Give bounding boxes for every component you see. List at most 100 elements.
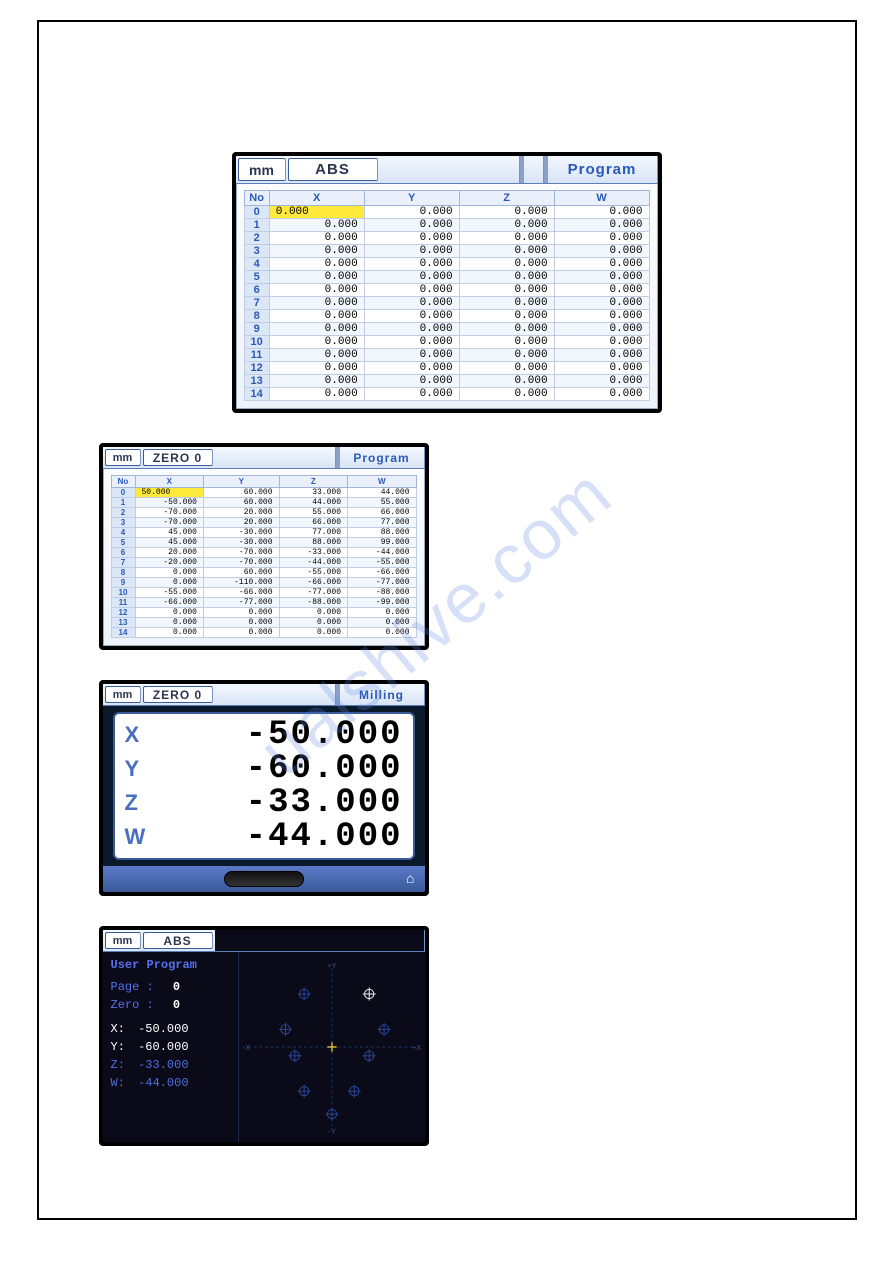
table-row[interactable]: 10-55.000-66.000-77.000-88.000 bbox=[111, 588, 416, 598]
value-cell[interactable]: -88.000 bbox=[348, 588, 417, 598]
table-row[interactable]: 2-70.00020.00055.00066.000 bbox=[111, 508, 416, 518]
value-cell[interactable]: 0.000 bbox=[269, 297, 364, 310]
value-cell[interactable]: -50.000 bbox=[135, 498, 203, 508]
value-cell[interactable]: 55.000 bbox=[279, 508, 347, 518]
value-cell[interactable]: 0.000 bbox=[269, 206, 364, 219]
value-cell[interactable]: -66.000 bbox=[279, 578, 347, 588]
value-cell[interactable]: -33.000 bbox=[279, 548, 347, 558]
value-cell[interactable]: 0.000 bbox=[459, 323, 554, 336]
value-cell[interactable]: 0.000 bbox=[269, 245, 364, 258]
value-cell[interactable]: 0.000 bbox=[364, 258, 459, 271]
table-row[interactable]: 00.0000.0000.0000.000 bbox=[244, 206, 649, 219]
value-cell[interactable]: 60.000 bbox=[203, 488, 279, 498]
row-number-cell[interactable]: 5 bbox=[244, 271, 269, 284]
table-row[interactable]: 140.0000.0000.0000.000 bbox=[111, 628, 416, 638]
value-cell[interactable]: 0.000 bbox=[554, 297, 649, 310]
table-row[interactable]: 620.000-70.000-33.000-44.000 bbox=[111, 548, 416, 558]
unit-indicator[interactable]: mm bbox=[105, 449, 141, 466]
row-number-cell[interactable]: 0 bbox=[244, 206, 269, 219]
value-cell[interactable]: 0.000 bbox=[364, 245, 459, 258]
table-row[interactable]: 120.0000.0000.0000.000 bbox=[111, 608, 416, 618]
program-table[interactable]: NoXYZW00.0000.0000.0000.00010.0000.0000.… bbox=[244, 190, 650, 401]
row-number-cell[interactable]: 6 bbox=[111, 548, 135, 558]
table-row[interactable]: 40.0000.0000.0000.000 bbox=[244, 258, 649, 271]
row-number-cell[interactable]: 14 bbox=[111, 628, 135, 638]
value-cell[interactable]: 0.000 bbox=[348, 618, 417, 628]
value-cell[interactable]: 0.000 bbox=[269, 349, 364, 362]
mode-indicator[interactable]: ABS bbox=[288, 158, 378, 181]
value-cell[interactable]: 0.000 bbox=[269, 375, 364, 388]
value-cell[interactable]: 55.000 bbox=[348, 498, 417, 508]
row-number-cell[interactable]: 5 bbox=[111, 538, 135, 548]
table-row[interactable]: 445.000-30.00077.00088.000 bbox=[111, 528, 416, 538]
value-cell[interactable]: 0.000 bbox=[279, 618, 347, 628]
row-number-cell[interactable]: 6 bbox=[244, 284, 269, 297]
value-cell[interactable]: 44.000 bbox=[348, 488, 417, 498]
row-number-cell[interactable]: 10 bbox=[244, 336, 269, 349]
value-cell[interactable]: -70.000 bbox=[135, 508, 203, 518]
graphic-plot[interactable]: +Y-Y-X+X bbox=[238, 952, 425, 1142]
row-number-cell[interactable]: 12 bbox=[244, 362, 269, 375]
home-icon[interactable]: ⌂ bbox=[406, 870, 414, 886]
table-row[interactable]: 90.000-110.000-66.000-77.000 bbox=[111, 578, 416, 588]
value-cell[interactable]: 0.000 bbox=[269, 310, 364, 323]
row-number-cell[interactable]: 12 bbox=[111, 608, 135, 618]
value-cell[interactable]: 66.000 bbox=[279, 518, 347, 528]
value-cell[interactable]: 0.000 bbox=[364, 336, 459, 349]
value-cell[interactable]: 0.000 bbox=[554, 323, 649, 336]
value-cell[interactable]: 0.000 bbox=[364, 232, 459, 245]
value-cell[interactable]: 50.000 bbox=[135, 488, 203, 498]
unit-indicator[interactable]: mm bbox=[238, 158, 286, 181]
value-cell[interactable]: -30.000 bbox=[203, 528, 279, 538]
value-cell[interactable]: 0.000 bbox=[135, 628, 203, 638]
value-cell[interactable]: 0.000 bbox=[364, 349, 459, 362]
footer-pill-button[interactable] bbox=[224, 871, 304, 887]
table-row[interactable]: 50.0000.0000.0000.000 bbox=[244, 271, 649, 284]
value-cell[interactable]: 0.000 bbox=[459, 206, 554, 219]
table-row[interactable]: 1-50.00060.00044.00055.000 bbox=[111, 498, 416, 508]
table-row[interactable]: 11-66.000-77.000-88.000-99.000 bbox=[111, 598, 416, 608]
unit-indicator[interactable]: mm bbox=[105, 686, 141, 703]
value-cell[interactable]: 77.000 bbox=[348, 518, 417, 528]
value-cell[interactable]: 0.000 bbox=[554, 258, 649, 271]
value-cell[interactable]: 0.000 bbox=[459, 219, 554, 232]
value-cell[interactable]: -55.000 bbox=[135, 588, 203, 598]
row-number-cell[interactable]: 3 bbox=[244, 245, 269, 258]
value-cell[interactable]: 66.000 bbox=[348, 508, 417, 518]
value-cell[interactable]: -66.000 bbox=[135, 598, 203, 608]
value-cell[interactable]: 0.000 bbox=[459, 336, 554, 349]
value-cell[interactable]: -55.000 bbox=[279, 568, 347, 578]
value-cell[interactable]: 0.000 bbox=[554, 271, 649, 284]
value-cell[interactable]: -55.000 bbox=[348, 558, 417, 568]
value-cell[interactable]: -70.000 bbox=[203, 548, 279, 558]
value-cell[interactable]: -66.000 bbox=[348, 568, 417, 578]
value-cell[interactable]: 0.000 bbox=[364, 219, 459, 232]
row-number-cell[interactable]: 1 bbox=[111, 498, 135, 508]
row-number-cell[interactable]: 3 bbox=[111, 518, 135, 528]
value-cell[interactable]: -70.000 bbox=[203, 558, 279, 568]
value-cell[interactable]: 0.000 bbox=[459, 388, 554, 401]
value-cell[interactable]: 0.000 bbox=[364, 375, 459, 388]
value-cell[interactable]: 0.000 bbox=[269, 323, 364, 336]
value-cell[interactable]: 0.000 bbox=[459, 284, 554, 297]
value-cell[interactable]: 0.000 bbox=[269, 232, 364, 245]
table-row[interactable]: 80.00060.000-55.000-66.000 bbox=[111, 568, 416, 578]
value-cell[interactable]: -77.000 bbox=[348, 578, 417, 588]
value-cell[interactable]: 99.000 bbox=[348, 538, 417, 548]
table-row[interactable]: 70.0000.0000.0000.000 bbox=[244, 297, 649, 310]
table-row[interactable]: 60.0000.0000.0000.000 bbox=[244, 284, 649, 297]
value-cell[interactable]: 0.000 bbox=[364, 388, 459, 401]
value-cell[interactable]: 0.000 bbox=[364, 323, 459, 336]
value-cell[interactable]: -88.000 bbox=[279, 598, 347, 608]
value-cell[interactable]: 0.000 bbox=[554, 219, 649, 232]
table-row[interactable]: 110.0000.0000.0000.000 bbox=[244, 349, 649, 362]
table-row[interactable]: 10.0000.0000.0000.000 bbox=[244, 219, 649, 232]
value-cell[interactable]: -44.000 bbox=[279, 558, 347, 568]
table-row[interactable]: 130.0000.0000.0000.000 bbox=[244, 375, 649, 388]
value-cell[interactable]: 0.000 bbox=[269, 388, 364, 401]
value-cell[interactable]: 0.000 bbox=[459, 297, 554, 310]
value-cell[interactable]: 0.000 bbox=[554, 284, 649, 297]
value-cell[interactable]: 0.000 bbox=[554, 349, 649, 362]
row-number-cell[interactable]: 2 bbox=[244, 232, 269, 245]
row-number-cell[interactable]: 9 bbox=[111, 578, 135, 588]
